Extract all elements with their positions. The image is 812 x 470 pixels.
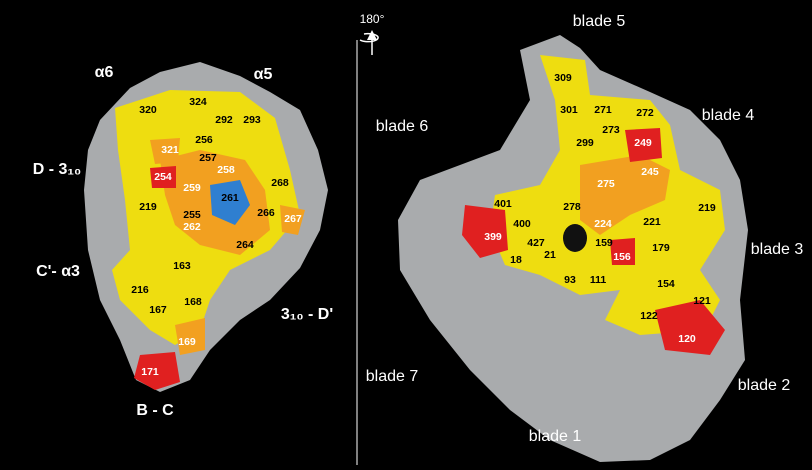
residue-label: 399 <box>484 231 502 243</box>
residue-label: 299 <box>576 137 594 149</box>
residue-label: 273 <box>602 124 620 136</box>
residue-label: 256 <box>195 134 213 146</box>
residue-label: 301 <box>560 104 578 116</box>
residue-label: 167 <box>149 304 167 316</box>
blade-label: blade 5 <box>573 13 626 30</box>
blade-label: blade 4 <box>702 107 755 124</box>
residue-label: 168 <box>184 296 202 308</box>
region-label: 3₁₀ - D' <box>281 306 333 323</box>
residue-label: 156 <box>613 251 631 263</box>
residue-label: 122 <box>640 310 658 322</box>
residue-label: 257 <box>199 152 217 164</box>
blade-label: blade 3 <box>751 241 804 258</box>
residue-label: 321 <box>161 144 179 156</box>
residue-label: 320 <box>139 104 157 116</box>
residue-label: 258 <box>217 164 235 176</box>
residue-label: 427 <box>527 237 545 249</box>
region-label: α6 <box>95 64 114 81</box>
residue-label: 169 <box>178 336 196 348</box>
blade-label: blade 7 <box>366 368 419 385</box>
residue-label: 159 <box>595 237 613 249</box>
residue-label: 21 <box>544 249 556 261</box>
blade-label: blade 6 <box>376 118 429 135</box>
residue-label: 278 <box>563 201 581 213</box>
residue-label: 254 <box>154 171 172 183</box>
residue-label: 120 <box>678 333 696 345</box>
residue-label: 309 <box>554 72 572 84</box>
residue-label: 293 <box>243 114 261 126</box>
residue-label: 224 <box>594 218 612 230</box>
residue-label: 264 <box>236 239 254 251</box>
region-label: α5 <box>254 66 273 83</box>
blade-label: blade 2 <box>738 377 791 394</box>
residue-label: 93 <box>564 274 576 286</box>
residue-label: 249 <box>634 137 652 149</box>
residue-label: 121 <box>693 295 711 307</box>
region-label: D - 3₁₀ <box>33 161 82 178</box>
rotation-label: 180° <box>360 12 385 26</box>
residue-label: 266 <box>257 207 275 219</box>
residue-label: 271 <box>594 104 612 116</box>
figure: 180° α6 α5 D - 3₁₀ C'- α3 3₁₀ - D' B - C 320 32… <box>0 0 812 470</box>
residue-label: 292 <box>215 114 233 126</box>
residue-label: 275 <box>597 178 615 190</box>
residue-label: 259 <box>183 182 201 194</box>
residue-label: 245 <box>641 166 659 178</box>
channel <box>563 224 587 252</box>
residue-label: 324 <box>189 96 207 108</box>
residue-label: 272 <box>636 107 654 119</box>
residue-label: 268 <box>271 177 289 189</box>
residue-label: 267 <box>284 213 302 225</box>
residue-label: 400 <box>513 218 531 230</box>
residue-label: 163 <box>173 260 191 272</box>
residue-label: 401 <box>494 198 512 210</box>
residue-label: 18 <box>510 254 522 266</box>
residue-label: 219 <box>139 201 157 213</box>
residue-label: 221 <box>643 216 661 228</box>
blade-label: blade 1 <box>529 428 582 445</box>
residue-label: 262 <box>183 221 201 233</box>
residue-label: 216 <box>131 284 149 296</box>
region-label: B - C <box>136 402 174 419</box>
residue-label: 255 <box>183 209 201 221</box>
residue-label: 219 <box>698 202 716 214</box>
residue-label: 154 <box>657 278 675 290</box>
residue-label: 171 <box>141 366 159 378</box>
residue-label: 111 <box>590 274 607 286</box>
residue-label: 261 <box>221 192 239 204</box>
residue-label: 179 <box>652 242 670 254</box>
region-label: C'- α3 <box>36 263 80 280</box>
